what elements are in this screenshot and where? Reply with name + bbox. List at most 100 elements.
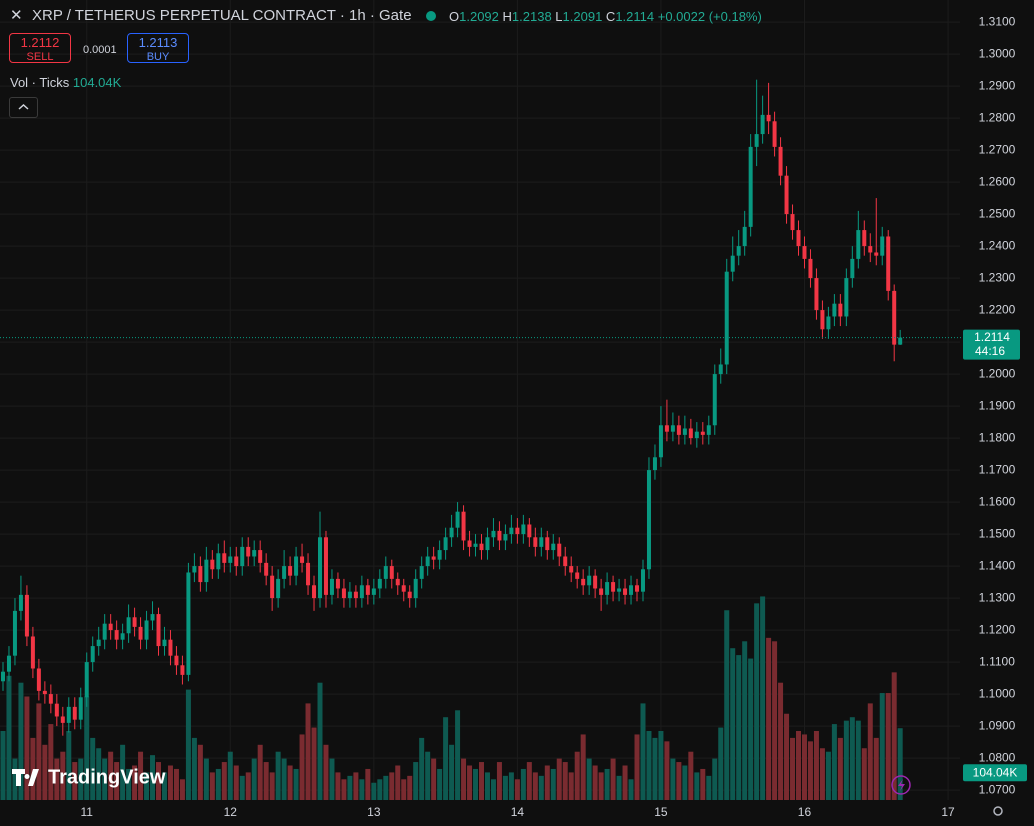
y-tick-label: 1.1400 [979, 558, 1016, 572]
candle-body [461, 511, 466, 541]
candle-body [222, 553, 227, 563]
y-tick-label: 1.2500 [979, 206, 1016, 220]
candle-body [497, 530, 502, 541]
volume-bar [616, 775, 622, 800]
volume-bar [670, 758, 676, 800]
candle-body [718, 364, 723, 375]
volume-bar [574, 751, 580, 800]
volume-bar [413, 762, 419, 800]
volume-bar [353, 772, 359, 800]
volume-bar [682, 765, 688, 800]
volume-bar [66, 731, 72, 800]
status-dot [426, 11, 436, 21]
candle-body [593, 575, 598, 589]
settings-icon[interactable] [993, 806, 1003, 816]
candle-body [790, 214, 795, 231]
y-tick-label: 1.1500 [979, 526, 1016, 540]
volume-bar [96, 748, 102, 800]
volume-bar [0, 731, 6, 800]
volume-bar [281, 758, 287, 800]
candle-body [826, 316, 831, 330]
candle-body [401, 585, 406, 592]
candle-body [856, 230, 861, 259]
volume-bar [437, 768, 443, 800]
candle-body [515, 527, 520, 535]
volume-bar [161, 772, 167, 800]
volume-bar [197, 744, 203, 800]
candle-body [640, 569, 645, 592]
candle-body [36, 668, 41, 691]
candle-body [623, 588, 628, 595]
volume-bar [24, 696, 30, 800]
candle-body [694, 431, 699, 439]
volume-bar [269, 772, 275, 800]
y-tick-label: 1.2800 [979, 110, 1016, 124]
candle-body [419, 566, 424, 579]
volume-badge-label: 104.04K [973, 765, 1018, 779]
volume-bar [873, 737, 879, 800]
volume-bar [736, 655, 742, 800]
candle-body [682, 428, 687, 435]
volume-bar [42, 744, 48, 800]
open-value: 1.2092 [459, 9, 499, 24]
candle-body [575, 572, 580, 579]
volume-bar [652, 737, 658, 800]
candle-body [443, 537, 448, 551]
candle-body [210, 559, 215, 570]
candle-body [96, 639, 101, 647]
buy-price: 1.2113 [138, 35, 178, 50]
alert-icon[interactable] [891, 775, 911, 795]
candle-body [892, 290, 897, 345]
volume-bar [407, 775, 413, 800]
candle-body [252, 550, 257, 557]
volume-bar [766, 637, 772, 800]
volume-bar [592, 765, 598, 800]
last-price-badge [963, 329, 1020, 360]
candle-body [371, 588, 376, 595]
close-icon[interactable]: ✕ [10, 7, 23, 24]
volume-bar [544, 765, 550, 800]
symbol-title: XRP / TETHERUS PERPETUAL CONTRACT · 1h ·… [32, 7, 412, 24]
buy-button[interactable]: 1.2113 BUY [127, 33, 189, 63]
volume-bar [562, 762, 568, 800]
volume-bar [508, 772, 514, 800]
candle-body [186, 572, 191, 675]
candle-body [347, 591, 352, 599]
volume-bar [6, 675, 12, 800]
candle-body [569, 566, 574, 573]
volume-bar [849, 717, 855, 800]
candle-body [646, 470, 651, 570]
volume-bar [144, 772, 150, 800]
collapse-button[interactable] [9, 97, 38, 118]
candle-body [700, 431, 705, 435]
candle-body [868, 246, 873, 253]
candle-body [503, 534, 508, 541]
x-tick-label: 12 [224, 805, 238, 819]
candle-body [294, 556, 299, 576]
volume-bar [305, 703, 311, 800]
sell-button[interactable]: 1.2112 SELL [9, 33, 71, 63]
volume-bar [215, 768, 221, 800]
volume-bar [490, 779, 496, 800]
candle-body [270, 575, 275, 599]
volume-bar [526, 762, 532, 800]
y-tick-label: 1.1200 [979, 622, 1016, 636]
candle-body [748, 146, 753, 227]
volume-bar [311, 727, 317, 800]
volume-bar [520, 768, 526, 800]
volume-bar [365, 768, 371, 800]
volume-bar [245, 772, 251, 800]
candle-body [772, 121, 777, 147]
y-tick-label: 1.2400 [979, 238, 1016, 252]
volume-bar [395, 765, 401, 800]
x-tick-label: 11 [80, 805, 93, 819]
candle-body [150, 614, 155, 621]
candle-body [192, 566, 197, 573]
volume-bar [114, 762, 120, 800]
volume-bar [347, 775, 353, 800]
spread: 0.0001 [83, 44, 117, 56]
volume-bar [156, 762, 162, 800]
close-value: 1.2114 [615, 9, 655, 24]
candle-body [66, 706, 71, 723]
